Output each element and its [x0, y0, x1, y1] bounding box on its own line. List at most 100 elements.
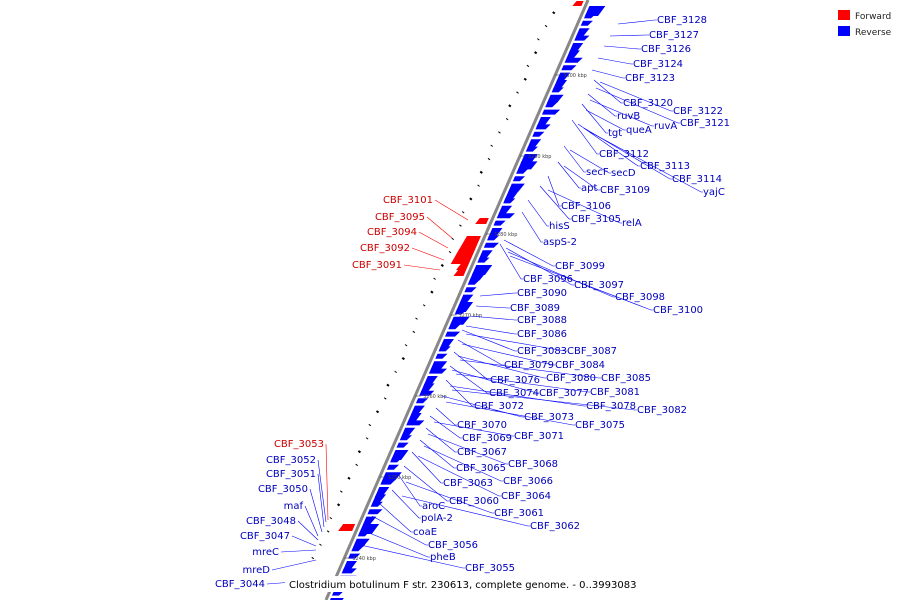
minor-feature-mark: [430, 290, 434, 294]
gene-label-cbf-3066: CBF_3066: [503, 476, 553, 487]
leader-line: [597, 57, 633, 65]
gene-label-cbf-3078: CBF_3078: [586, 401, 636, 412]
gene-label-aroc: aroC: [422, 501, 445, 512]
leader-line: [557, 161, 581, 189]
gene-label-cbf-3076: CBF_3076: [490, 375, 540, 386]
minor-feature-mark: [534, 51, 538, 55]
forward-gene-block: [338, 524, 356, 531]
reverse-gene-block: [564, 57, 583, 63]
reverse-gene-block: [583, 13, 597, 19]
leader-line: [425, 427, 457, 453]
gene-label-cbf-3120: CBF_3120: [623, 98, 673, 109]
reverse-gene-block: [362, 516, 377, 525]
minor-feature-mark: [339, 490, 343, 493]
reverse-gene-block: [545, 102, 558, 108]
minor-feature-mark: [368, 423, 372, 427]
leader-line: [603, 45, 641, 50]
gene-label-cbf-3121: CBF_3121: [680, 118, 730, 129]
genome-caption: Clostridium botulinum F str. 230613, com…: [289, 580, 636, 591]
kbp-tick-label: 3300 kbp: [563, 73, 587, 79]
minor-feature-mark: [336, 503, 341, 507]
reverse-gene-block: [527, 139, 542, 148]
gene-label-cbf-3068: CBF_3068: [508, 459, 558, 470]
leader-line: [465, 325, 517, 335]
leader-line: [563, 165, 600, 191]
leader-line: [317, 473, 325, 528]
minor-feature-mark: [477, 184, 480, 187]
reverse-gene-block: [396, 442, 409, 448]
gene-label-tgt: tgt: [608, 128, 622, 139]
reverse-gene-block: [518, 161, 538, 170]
label-leader-lines: [266, 19, 703, 585]
leader-line: [465, 333, 567, 352]
leader-line: [451, 389, 637, 411]
reverse-gene-block: [428, 368, 448, 374]
minor-feature-mark: [412, 330, 416, 334]
leader-line: [547, 189, 622, 224]
gene-label-cbf-3086: CBF_3086: [517, 329, 567, 340]
reverse-gene-block: [351, 546, 364, 552]
forward-gene-block: [458, 236, 481, 250]
leader-line: [461, 343, 555, 366]
gene-label-cbf-3114: CBF_3114: [672, 174, 722, 185]
gene-label-pheb: pheB: [430, 552, 456, 563]
leader-line: [361, 529, 430, 558]
gene-label-cbf-3081: CBF_3081: [590, 387, 640, 398]
leader-line: [581, 103, 608, 134]
minor-feature-mark: [422, 304, 426, 307]
kbp-tick-label: 3280 kbp: [494, 232, 518, 238]
reverse-gene-block: [459, 294, 474, 303]
leader-line: [587, 93, 617, 117]
gene-label-ruva: ruvA: [654, 121, 677, 132]
reverse-gene-block: [411, 405, 425, 414]
leader-line: [417, 455, 501, 497]
gene-label-pola-2: polA-2: [421, 513, 453, 524]
gene-label-cbf-3074: CBF_3074: [489, 388, 539, 399]
gene-label-cbf-3051: CBF_3051: [266, 469, 316, 480]
leader-line: [304, 505, 319, 537]
minor-feature-mark: [505, 118, 509, 121]
reverse-gene-block: [464, 287, 477, 293]
gene-label-rela: relA: [622, 218, 642, 229]
leader-line: [461, 329, 517, 352]
minor-feature-mark: [469, 197, 473, 201]
gene-label-cbf-3077: CBF_3077: [539, 388, 589, 399]
minor-feature-mark: [459, 224, 462, 227]
leader-line: [426, 216, 453, 239]
leader-line: [509, 255, 653, 311]
leader-line: [397, 473, 422, 507]
gene-label-cbf-3072: CBF_3072: [474, 401, 524, 412]
minor-feature-mark: [375, 410, 380, 414]
kbp-tick-label: 3250 kbp: [388, 475, 412, 481]
reverse-gene-block: [556, 72, 571, 81]
reverse-gene-block: [566, 50, 580, 59]
gene-label-cbf-3089: CBF_3089: [510, 303, 560, 314]
leader-line: [539, 185, 571, 220]
gene-label-cbf-3063: CBF_3063: [443, 478, 493, 489]
leader-line: [583, 127, 672, 180]
leader-line: [589, 131, 703, 193]
forward-gene-block: [475, 218, 489, 224]
minor-feature-mark: [487, 157, 491, 161]
minor-feature-mark: [537, 38, 540, 41]
reverse-gene-block: [435, 353, 448, 359]
leader-line: [403, 465, 449, 502]
reverse-gene-block: [516, 168, 529, 174]
gene-label-mred: mreD: [243, 565, 271, 576]
gene-label-mrec: mreC: [252, 547, 279, 558]
minor-feature-mark: [365, 437, 369, 440]
gene-label-cbf-3047: CBF_3047: [240, 531, 290, 542]
reverse-gene-block: [406, 420, 425, 426]
leader-line: [391, 489, 421, 519]
reverse-gene-block: [401, 427, 416, 436]
gene-label-secd: secD: [611, 168, 636, 179]
leader-line: [419, 439, 456, 469]
minor-feature-mark: [451, 237, 455, 241]
reverse-gene-block: [353, 538, 370, 547]
leader-line: [577, 123, 640, 167]
leader-line: [434, 199, 469, 221]
gene-label-ruvb: ruvB: [617, 111, 640, 122]
reverse-gene-block: [551, 87, 564, 93]
